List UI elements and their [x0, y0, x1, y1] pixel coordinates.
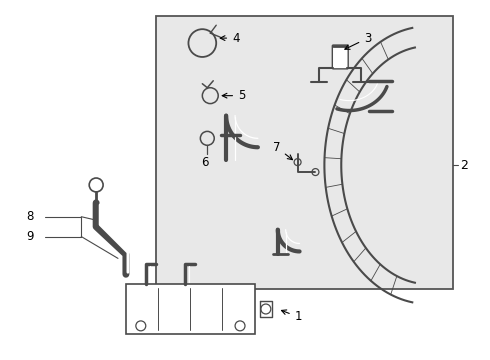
- Text: 6: 6: [201, 156, 209, 169]
- Text: 3: 3: [345, 32, 371, 49]
- Text: 2: 2: [460, 159, 468, 172]
- FancyBboxPatch shape: [332, 45, 348, 69]
- Text: 1: 1: [281, 310, 302, 323]
- Bar: [156, 16, 453, 289]
- Text: 7: 7: [273, 141, 293, 160]
- Text: 9: 9: [26, 230, 34, 243]
- Bar: [126, 284, 255, 334]
- Text: 4: 4: [220, 32, 240, 45]
- Text: 5: 5: [222, 89, 245, 102]
- Text: 8: 8: [26, 210, 34, 223]
